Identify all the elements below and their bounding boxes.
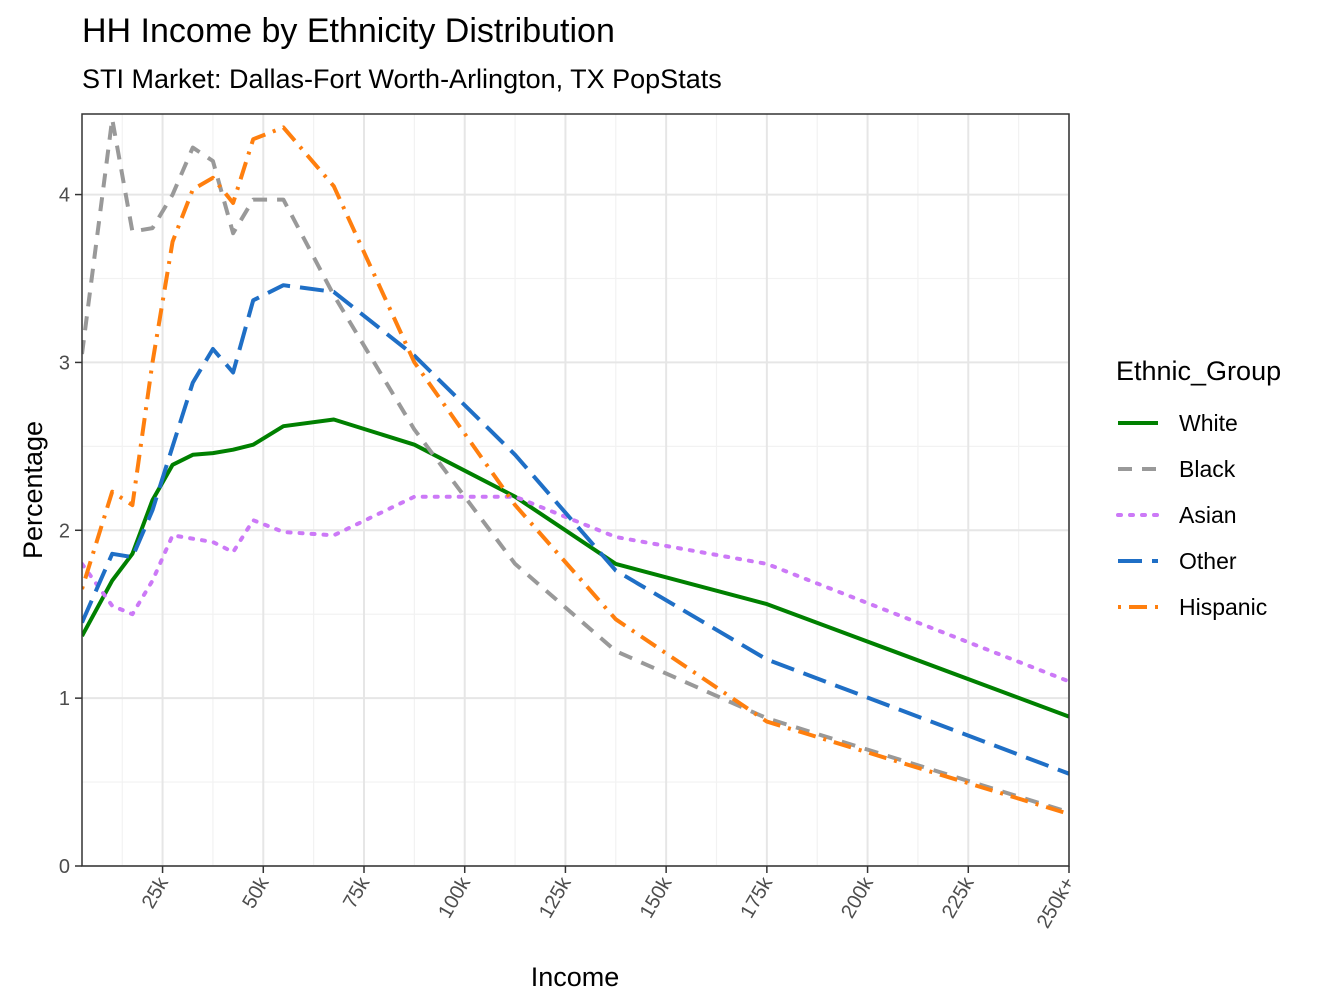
series-line-hispanic <box>82 125 1069 816</box>
x-tick-label: 50k <box>238 873 274 913</box>
chart-subtitle: STI Market: Dallas-Fort Worth-Arlington,… <box>82 64 722 94</box>
plot-panel-border <box>81 113 1070 867</box>
series-line-white <box>82 417 1069 719</box>
y-tick-label: 2 <box>59 520 70 542</box>
series-line-asian <box>82 494 1069 684</box>
x-tick-label: 75k <box>339 873 375 913</box>
x-axis: 25k 50k 75k 100k 125k 150k 175k 200k 225k 250k+ <box>138 866 1080 933</box>
legend-label-asian: Asian <box>1179 502 1237 528</box>
legend-title: Ethnic_Group <box>1116 356 1281 386</box>
legend: Ethnic_Group White Black Asian Other Hispani… <box>1116 356 1281 620</box>
legend-label-white: White <box>1179 410 1238 436</box>
legend-label-hispanic: Hispanic <box>1179 594 1267 620</box>
x-axis-title: Income <box>531 962 620 992</box>
x-tick-label: 225k <box>938 873 979 922</box>
x-tick-label: 100k <box>434 873 475 922</box>
x-tick-label: 175k <box>736 873 777 922</box>
x-tick-label: 150k <box>636 873 677 922</box>
x-tick-label: 125k <box>535 873 576 922</box>
series-line-black <box>82 117 1069 815</box>
series-lines <box>82 117 1069 816</box>
series-line-other <box>82 283 1069 776</box>
x-tick-label: 200k <box>837 873 878 922</box>
y-axis: 0 1 2 3 4 <box>59 185 82 878</box>
legend-label-black: Black <box>1179 456 1236 482</box>
x-tick-label: 250k+ <box>1033 874 1080 933</box>
y-tick-label: 3 <box>59 352 70 374</box>
legend-label-other: Other <box>1179 548 1237 574</box>
y-tick-label: 1 <box>59 688 70 710</box>
y-axis-title: Percentage <box>18 421 48 559</box>
y-tick-label: 0 <box>59 856 70 878</box>
chart-title: HH Income by Ethnicity Distribution <box>82 12 615 50</box>
x-tick-label: 25k <box>138 873 174 913</box>
y-tick-label: 4 <box>59 185 70 207</box>
